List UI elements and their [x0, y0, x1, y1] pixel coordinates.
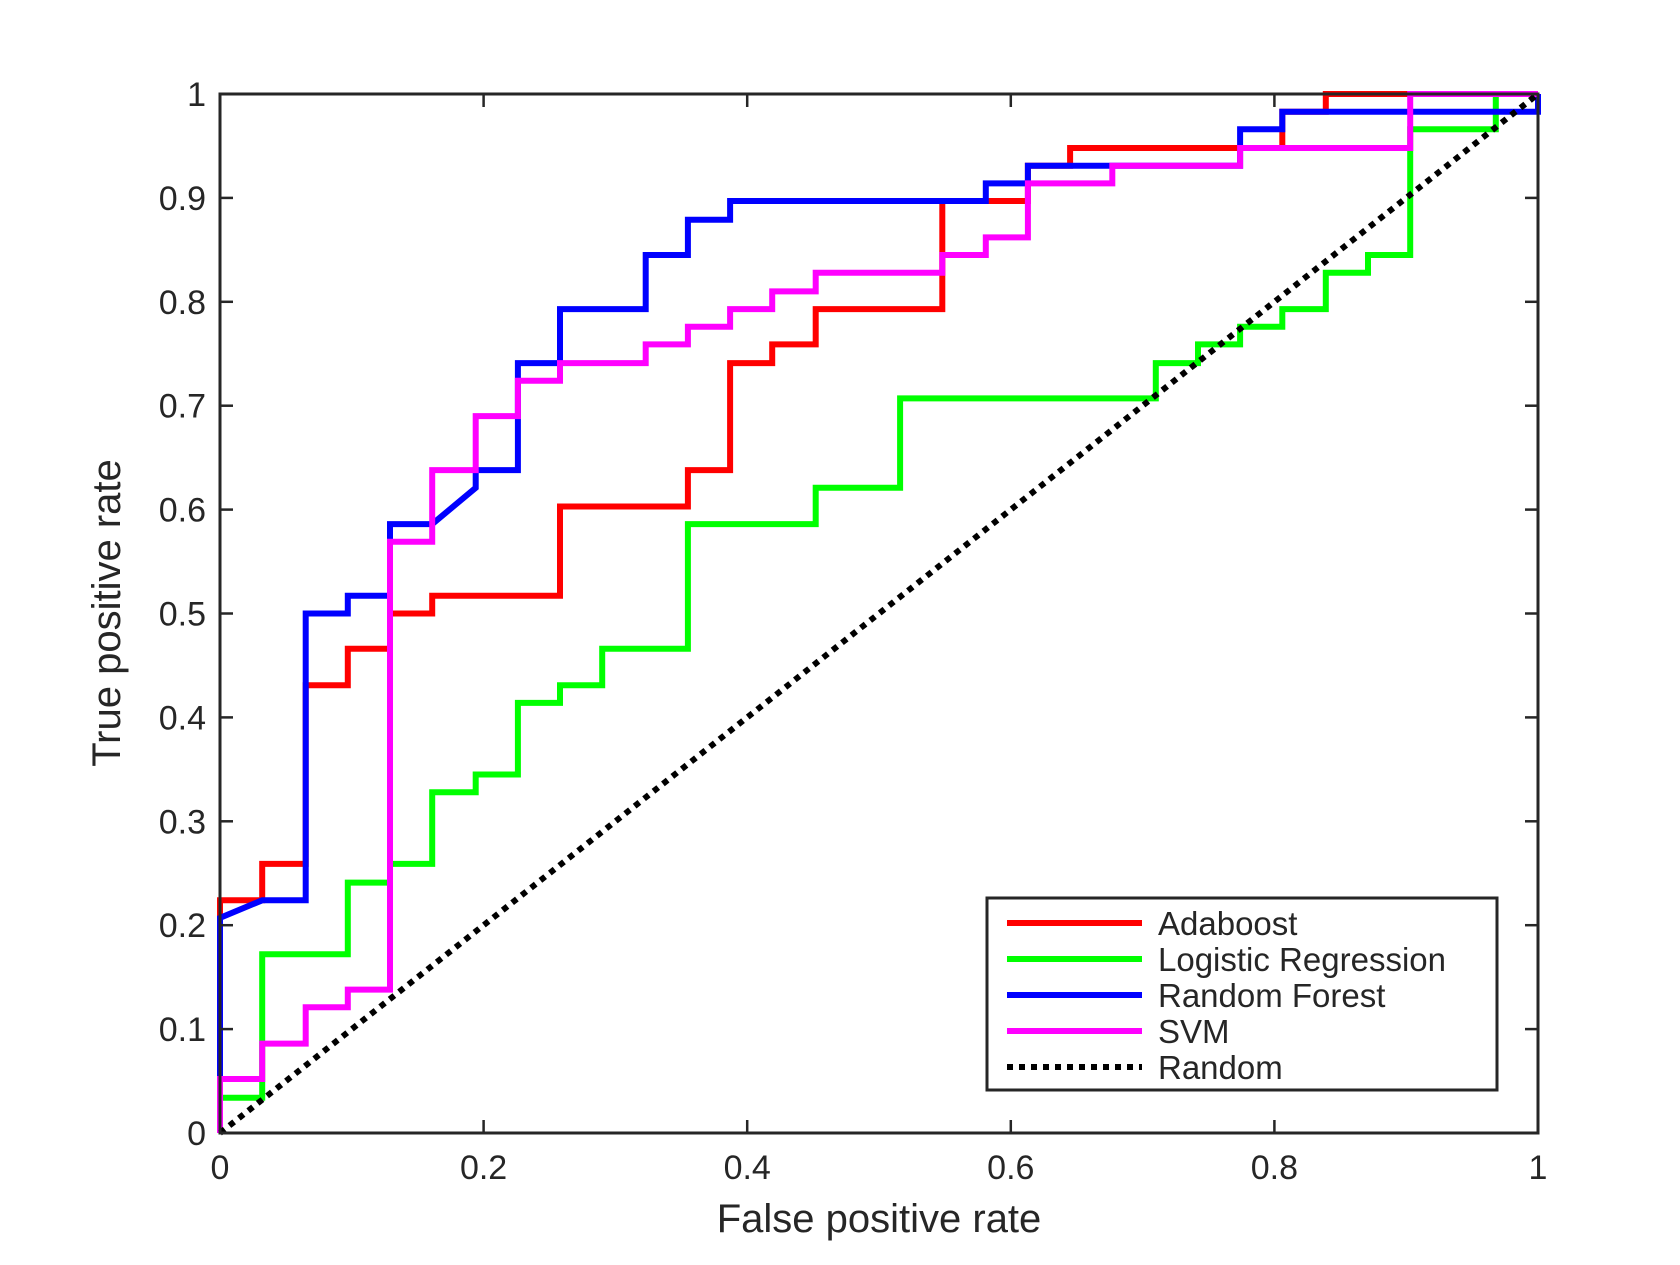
x-tick-label: 1 — [1529, 1149, 1548, 1187]
x-tick-label: 0 — [211, 1149, 230, 1187]
x-tick-label: 0.2 — [460, 1149, 507, 1187]
y-axis-label: True positive rate — [85, 459, 129, 767]
legend-label-random-forest: Random Forest — [1158, 977, 1385, 1014]
y-tick-label: 0.8 — [159, 284, 206, 322]
series-line-svm — [217, 91, 1538, 1133]
y-tick-label: 0.1 — [159, 1011, 206, 1049]
x-tick-label: 0.6 — [987, 1149, 1034, 1187]
y-tick-label: 0.5 — [159, 596, 206, 634]
y-tick-label: 0 — [187, 1115, 206, 1153]
tick-layer: 0 0.2 0.4 0.6 0.8 1 0 0.1 0.2 0.3 0.4 0.5 0.6 0.7 0.8 0… — [159, 76, 1548, 1187]
x-tick-label: 0.8 — [1251, 1149, 1298, 1187]
legend-label-adaboost: Adaboost — [1158, 905, 1297, 942]
y-tick-label: 0.3 — [159, 803, 206, 841]
y-tick-label: 1 — [187, 76, 206, 114]
y-tick-label: 0.2 — [159, 907, 206, 945]
legend-label-logistic-regression: Logistic Regression — [1158, 941, 1446, 978]
y-tick-label: 0.6 — [159, 492, 206, 530]
series-layer — [217, 91, 1541, 1136]
x-axis-label: False positive rate — [717, 1197, 1042, 1241]
legend-label-svm: SVM — [1158, 1013, 1230, 1050]
y-tick-label: 0.7 — [159, 388, 206, 426]
y-tick-label: 0.9 — [159, 180, 206, 218]
series-line-adaboost — [217, 91, 1538, 1133]
x-tick-label: 0.4 — [724, 1149, 771, 1187]
series-line-random — [218, 91, 1540, 1136]
legend-label-random: Random — [1158, 1049, 1283, 1086]
y-tick-label: 0.4 — [159, 699, 206, 737]
